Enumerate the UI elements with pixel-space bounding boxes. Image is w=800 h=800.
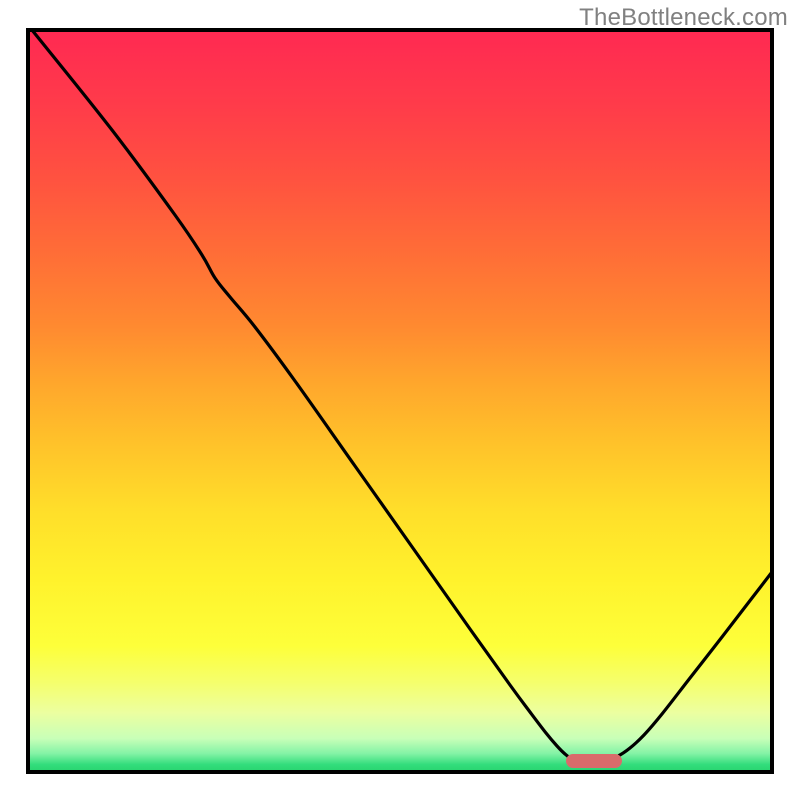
optimal-range-marker — [566, 754, 622, 768]
plot-background — [28, 30, 772, 772]
watermark-text: TheBottleneck.com — [579, 4, 788, 32]
bottleneck-chart — [0, 0, 800, 800]
chart-stage: TheBottleneck.com — [0, 0, 800, 800]
plot-area — [28, 30, 772, 772]
